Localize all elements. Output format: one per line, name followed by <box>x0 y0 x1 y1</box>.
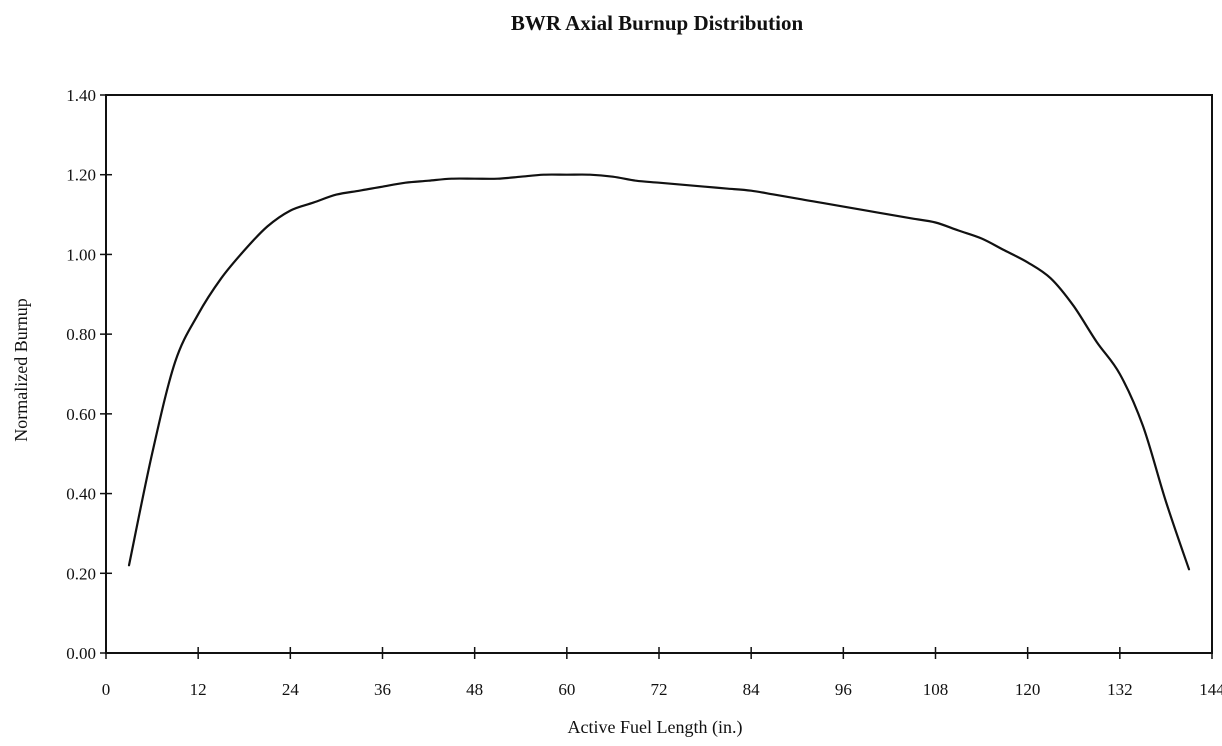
y-tick-label: 1.40 <box>66 86 96 105</box>
x-axis-label: Active Fuel Length (in.) <box>568 717 743 738</box>
y-tick-label: 0.00 <box>66 644 96 663</box>
x-tick-label: 48 <box>466 680 483 699</box>
chart-title: BWR Axial Burnup Distribution <box>511 11 804 35</box>
x-tick-label: 132 <box>1107 680 1133 699</box>
x-axis: 0 12 24 36 48 60 72 84 96 108 120 132 144 <box>102 647 1222 699</box>
series-line <box>127 173 1191 571</box>
y-axis: 0.00 0.20 0.40 0.60 0.80 1.00 1.20 1.40 <box>66 86 112 663</box>
x-tick-label: 24 <box>282 680 300 699</box>
x-tick-label: 96 <box>835 680 852 699</box>
x-tick-label: 84 <box>743 680 761 699</box>
y-tick-label: 1.20 <box>66 166 96 185</box>
x-tick-label: 60 <box>558 680 575 699</box>
y-tick-label: 0.20 <box>66 564 96 583</box>
x-tick-label: 144 <box>1199 680 1222 699</box>
y-tick-label: 0.60 <box>66 405 96 424</box>
x-tick-label: 0 <box>102 680 111 699</box>
y-tick-label: 0.40 <box>66 485 96 504</box>
plot-frame <box>105 94 1213 654</box>
x-tick-label: 120 <box>1015 680 1041 699</box>
y-axis-label: Normalized Burnup <box>11 298 31 441</box>
x-tick-label: 36 <box>374 680 391 699</box>
y-tick-label: 1.00 <box>66 245 96 264</box>
x-tick-label: 12 <box>190 680 207 699</box>
x-tick-label: 72 <box>651 680 668 699</box>
y-tick-label: 0.80 <box>66 325 96 344</box>
x-tick-label: 108 <box>923 680 949 699</box>
